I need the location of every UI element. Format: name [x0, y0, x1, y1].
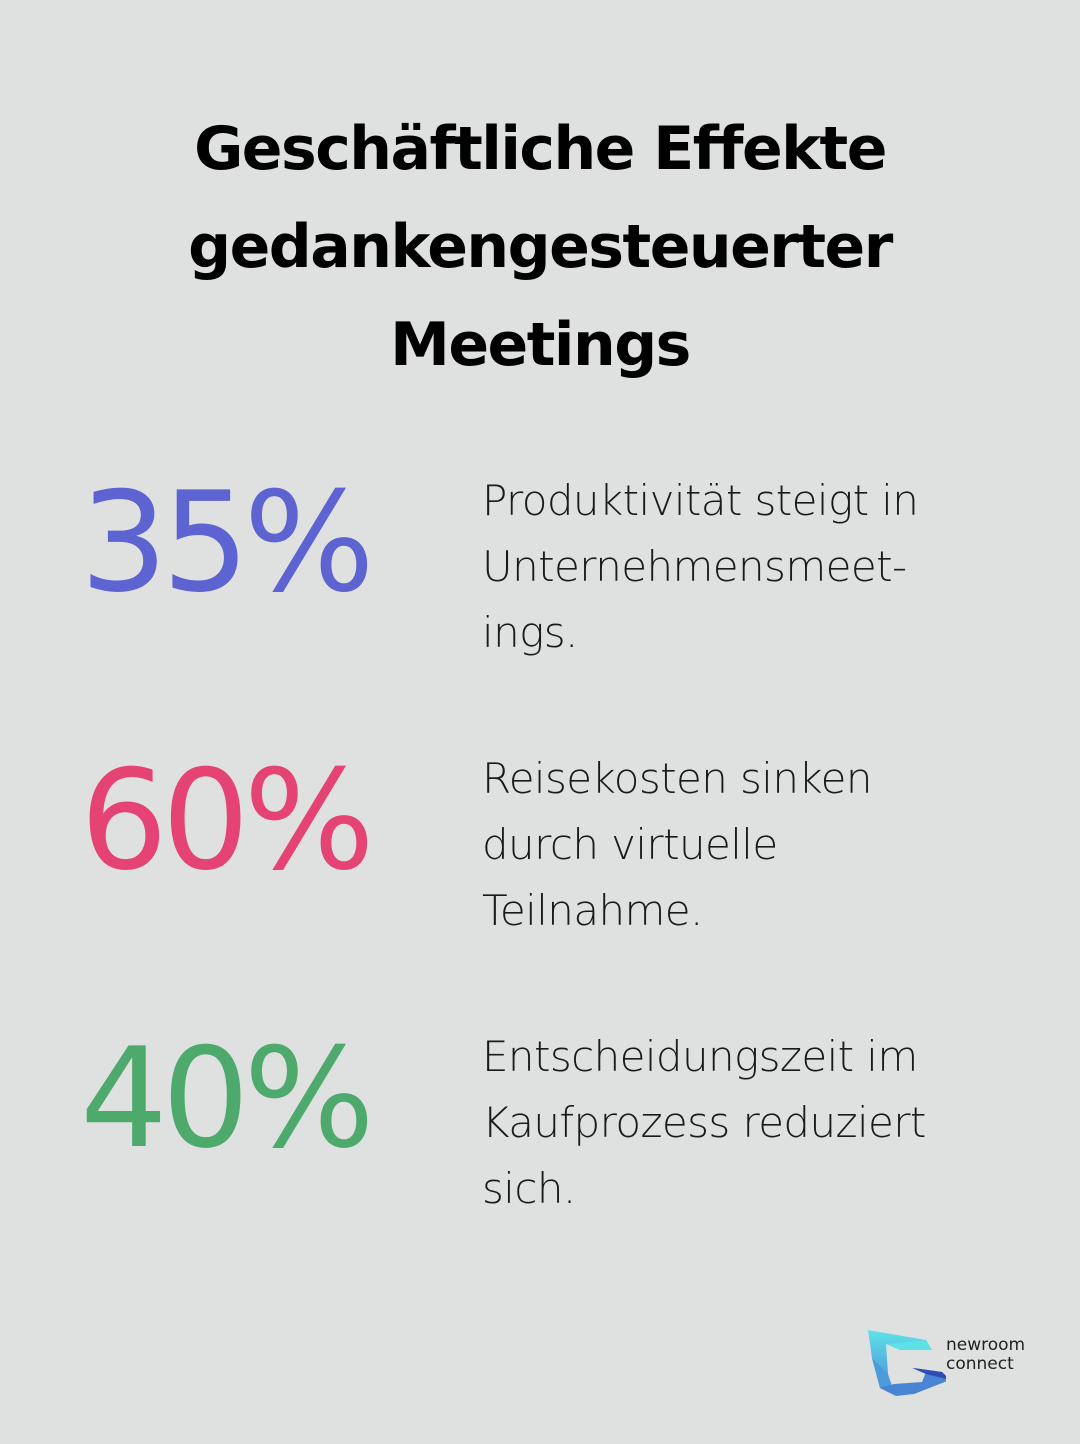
stat-description-line: Produktivität steigt in: [482, 476, 919, 525]
stat-value: 35%: [80, 462, 375, 623]
newroom-connect-logo-icon: [868, 1330, 946, 1396]
stat-decision-time: 40% Entscheidungszeit im Kaufprozess red…: [0, 1024, 1080, 1224]
stat-description: Entscheidungszeit im Kaufprozess reduzie…: [482, 1024, 982, 1222]
stat-travel-costs: 60% Reisekosten sinken durch virtuelle T…: [0, 746, 1080, 946]
title-line-3: Meetings: [390, 310, 691, 380]
stat-productivity: 35% Produktivität steigt in Unternehmens…: [0, 468, 1080, 668]
stat-description-line: ings.: [482, 608, 578, 657]
stat-description-line: sich.: [482, 1164, 576, 1213]
stat-description-line: Entscheidungszeit im: [482, 1032, 918, 1081]
logo-text-line-2: connect: [946, 1354, 1014, 1374]
stat-description: Produktivität steigt in Unternehmensmeet…: [482, 468, 982, 666]
logo-text: newroom connect: [946, 1336, 1025, 1374]
title-line-1: Geschäftliche Effekte: [194, 114, 887, 184]
stat-description: Reisekosten sinken durch virtuelle Teiln…: [482, 746, 982, 944]
stat-description-line: durch virtuelle: [482, 820, 778, 869]
stat-description-line: Reisekosten sinken: [482, 754, 872, 803]
stat-value: 40%: [80, 1018, 375, 1179]
brand-logo: newroom connect: [866, 1328, 1046, 1403]
stat-description-line: Teilnahme.: [482, 886, 703, 935]
logo-text-line-1: newroom: [946, 1335, 1026, 1355]
title-line-2: gedankengesteuerter: [188, 212, 893, 282]
stat-description-line: Unternehmensmeet-: [482, 542, 907, 591]
stat-value: 60%: [80, 740, 375, 901]
stat-description-line: Kaufprozess reduziert: [482, 1098, 926, 1147]
page-title: Geschäftliche Effekte gedankengesteuerte…: [0, 100, 1080, 394]
